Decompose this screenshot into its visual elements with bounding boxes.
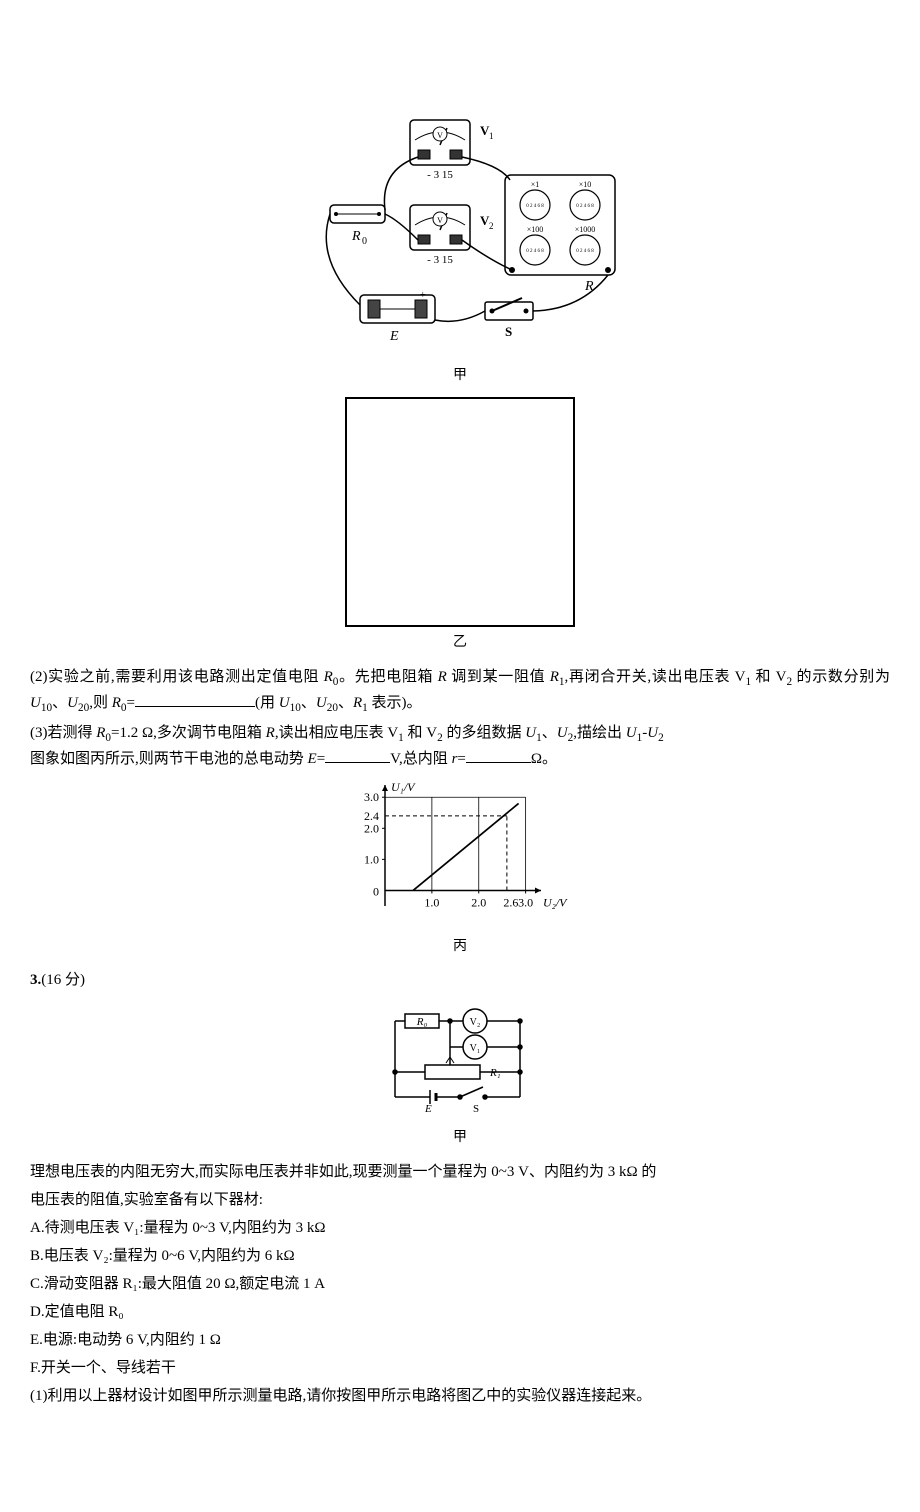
- svg-text:S: S: [505, 324, 512, 339]
- svg-text:U₁/V: U₁/V: [391, 781, 416, 794]
- svg-text:- 3 15: - 3 15: [427, 169, 453, 181]
- svg-text:- 3 15: - 3 15: [427, 254, 453, 266]
- svg-text:E: E: [424, 1103, 432, 1115]
- apparatus-svg: V V 1 - 3 15 R 0 V V 2 - 3 15: [290, 110, 630, 360]
- svg-text:U₂/V: U₂/V: [543, 895, 568, 909]
- svg-text:V: V: [437, 216, 443, 225]
- svg-text:R: R: [584, 279, 594, 294]
- svg-text:R₁: R₁: [489, 1067, 501, 1079]
- placeholder-caption: 乙: [30, 632, 890, 654]
- apparatus-caption: 甲: [30, 365, 890, 387]
- q3-opt-b: B.电压表 V₂:量程为 0~6 V,内阻约为 6 kΩ: [30, 1244, 890, 1268]
- svg-text:V₂: V₂: [470, 1017, 481, 1028]
- q2-part2: (2)实验之前,需要利用该电路测出定值电阻 R0。先把电阻箱 R 调到某一阻值 …: [30, 665, 890, 717]
- blank-emf: [325, 748, 390, 763]
- svg-text:R₀: R₀: [416, 1016, 428, 1028]
- svg-text:R: R: [351, 229, 361, 244]
- q3-header: 3.(16 分): [30, 968, 890, 992]
- svg-text:1.0: 1.0: [424, 895, 439, 909]
- placeholder-box: [345, 397, 575, 627]
- q3-opt-d: D.定值电阻 R₀: [30, 1300, 890, 1324]
- placeholder-figure: 乙: [30, 397, 890, 654]
- apparatus-figure: V V 1 - 3 15 R 0 V V 2 - 3 15: [30, 110, 890, 387]
- svg-text:2.6: 2.6: [503, 895, 518, 909]
- svg-text:0: 0: [373, 884, 379, 898]
- circuit-figure-q3: R₀ V₂ V₁ R₁: [30, 1002, 890, 1149]
- svg-text:V₁: V₁: [470, 1043, 481, 1054]
- q3-opt-a: A.待测电压表 V₁:量程为 0~3 V,内阻约为 3 kΩ: [30, 1216, 890, 1240]
- svg-text:S: S: [473, 1103, 479, 1115]
- chart-figure-bing: 1.02.03.02.401.02.03.02.6U₁/VU₂/V 丙: [30, 781, 890, 958]
- blank-r0: [135, 692, 255, 707]
- q3-opt-f: F.开关一个、导线若干: [30, 1356, 890, 1380]
- q3-opt-e: E.电源:电动势 6 V,内阻约 1 Ω: [30, 1328, 890, 1352]
- svg-text:V: V: [437, 131, 443, 140]
- svg-text:E: E: [389, 329, 399, 344]
- svg-text:2.0: 2.0: [471, 895, 486, 909]
- svg-text:0 2 4 6 8: 0 2 4 6 8: [526, 204, 544, 209]
- q3-intro2: 电压表的阻值,实验室备有以下器材:: [30, 1188, 890, 1212]
- svg-text:1.0: 1.0: [364, 852, 379, 866]
- svg-text:+: +: [420, 290, 426, 301]
- circuit-caption: 甲: [30, 1127, 890, 1149]
- q3-points: (16 分): [41, 972, 85, 988]
- chart-caption: 丙: [30, 936, 890, 958]
- svg-text:×1: ×1: [531, 180, 540, 189]
- q2-part3: (3)若测得 R0=1.2 Ω,多次调节电阻箱 R,读出相应电压表 V1 和 V…: [30, 721, 890, 771]
- svg-text:2: 2: [489, 221, 494, 231]
- svg-text:0 2 4 6 8: 0 2 4 6 8: [576, 204, 594, 209]
- chart-container: 1.02.03.02.401.02.03.02.6U₁/VU₂/V: [30, 781, 890, 931]
- svg-text:0 2 4 6 8: 0 2 4 6 8: [576, 249, 594, 254]
- q3-number: 3.: [30, 972, 41, 988]
- circuit-svg: R₀ V₂ V₁ R₁: [375, 1002, 545, 1122]
- q3-opt-c: C.滑动变阻器 R₁:最大阻值 20 Ω,额定电流 1 A: [30, 1272, 890, 1296]
- svg-text:0 2 4 6 8: 0 2 4 6 8: [526, 249, 544, 254]
- svg-text:3.0: 3.0: [518, 895, 533, 909]
- svg-text:×10: ×10: [579, 180, 592, 189]
- svg-text:3.0: 3.0: [364, 790, 379, 804]
- q3-sub1: (1)利用以上器材设计如图甲所示测量电路,请你按图甲所示电路将图乙中的实验仪器连…: [30, 1384, 890, 1408]
- svg-text:×100: ×100: [527, 225, 544, 234]
- svg-text:2.4: 2.4: [364, 809, 379, 823]
- q3-intro1: 理想电压表的内阻无穷大,而实际电压表并非如此,现要测量一个量程为 0~3 V、内…: [30, 1160, 890, 1184]
- svg-text:1: 1: [489, 131, 494, 141]
- svg-text:×1000: ×1000: [575, 225, 596, 234]
- blank-r: [466, 748, 531, 763]
- svg-text:−: −: [372, 290, 378, 301]
- svg-text:2.0: 2.0: [364, 821, 379, 835]
- svg-text:0: 0: [362, 236, 367, 247]
